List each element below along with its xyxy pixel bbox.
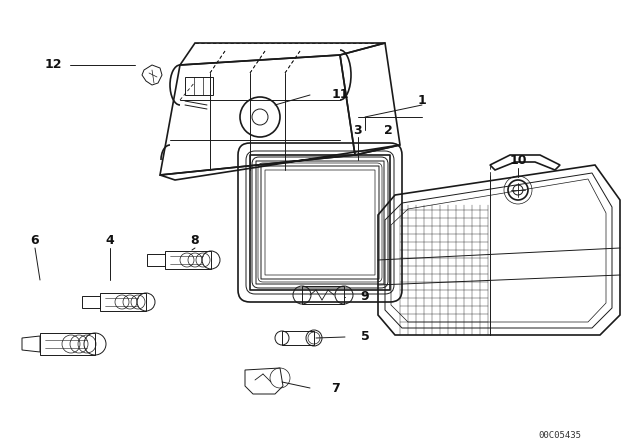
Polygon shape	[490, 155, 560, 170]
Text: 3: 3	[354, 124, 362, 137]
Text: 2: 2	[383, 124, 392, 137]
Text: 10: 10	[509, 154, 527, 167]
Text: 6: 6	[31, 233, 39, 246]
Text: 5: 5	[360, 331, 369, 344]
Text: 8: 8	[191, 233, 199, 246]
Text: 4: 4	[106, 233, 115, 246]
Text: 12: 12	[44, 59, 61, 72]
Text: 00C05435: 00C05435	[538, 431, 582, 439]
Text: 7: 7	[331, 382, 339, 395]
Text: 9: 9	[361, 290, 369, 303]
Text: 11: 11	[332, 89, 349, 102]
Text: 1: 1	[418, 94, 426, 107]
